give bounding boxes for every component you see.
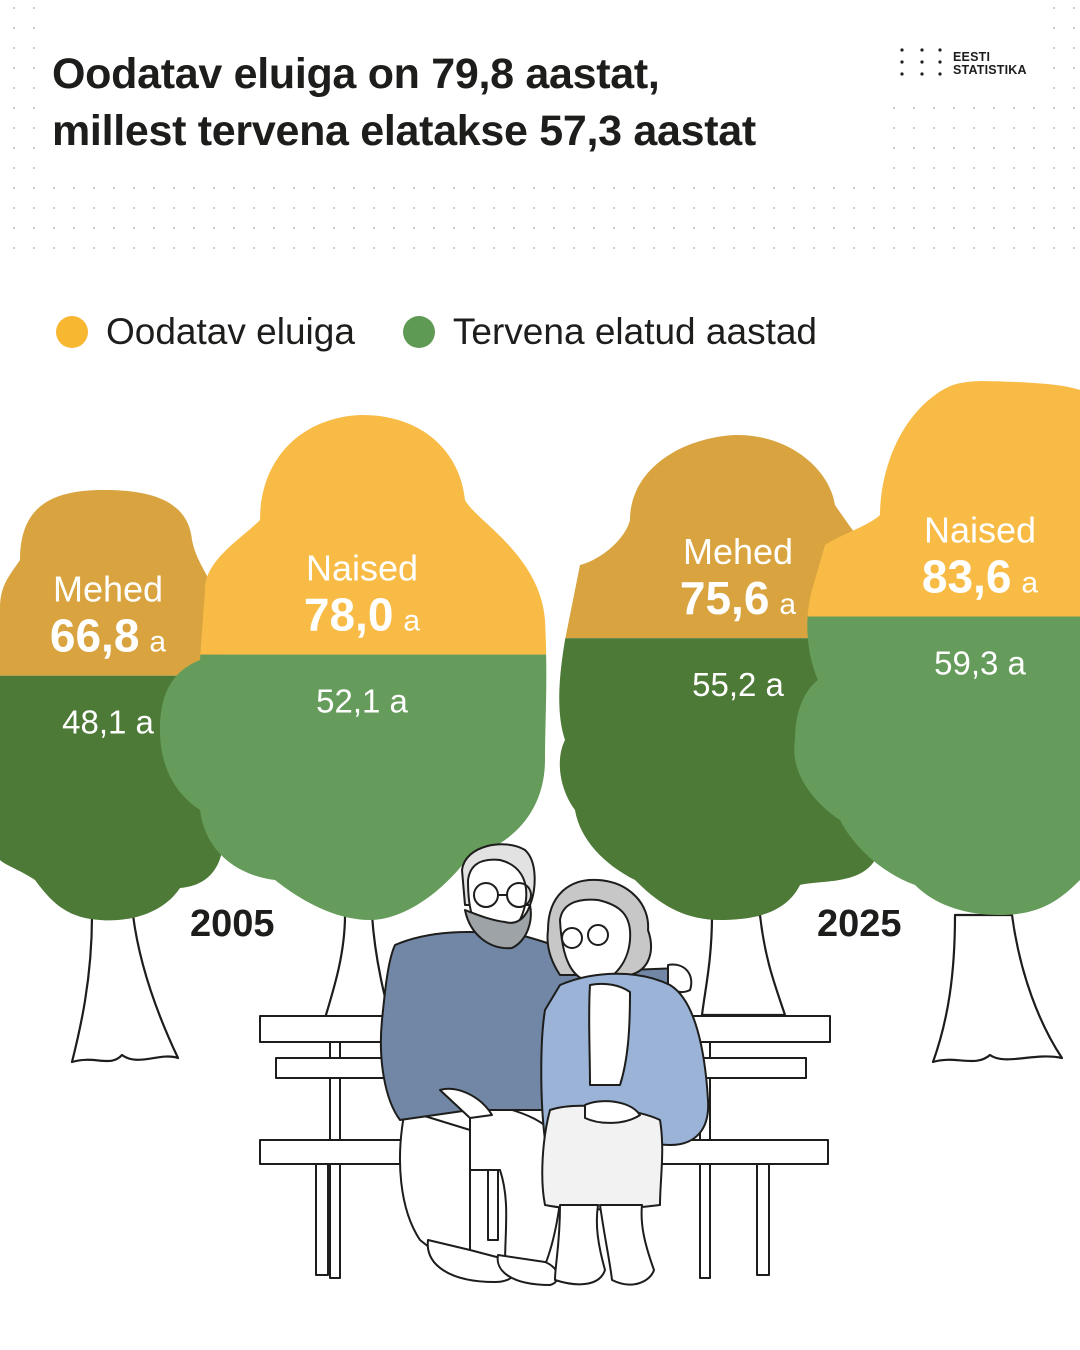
- year-label-2005: 2005: [190, 903, 275, 945]
- tree-trunk: [70, 913, 180, 1064]
- healthy-years-value-men-2005: 48,1 a: [62, 704, 154, 741]
- tree-crown-life-expectancy-men-2005: [0, 490, 224, 676]
- legend-swatch-healthy-years: [402, 316, 435, 348]
- dot-grid-background: [13, 7, 1075, 249]
- legend-label-life-expectancy: Oodatav eluiga: [106, 311, 355, 352]
- tree-group-label-women-2005: Naised: [306, 548, 418, 589]
- year-label-2025: 2025: [817, 903, 902, 945]
- title-line-2: millest tervena elatakse 57,3 aastat: [52, 107, 756, 155]
- logo-dots-icon: [900, 48, 942, 76]
- tree-group-label-men-2025: Mehed: [683, 531, 793, 572]
- legend-item-healthy-years: Tervena elatud aastad: [402, 309, 817, 355]
- title-line-1: Oodatav eluiga on 79,8 aastat,: [52, 50, 660, 98]
- page-title: Oodatav eluiga on 79,8 aastat, millest t…: [52, 46, 892, 160]
- life-expectancy-value-women-2025: 83,6 a: [922, 551, 1039, 603]
- healthy-years-value-women-2025: 59,3 a: [934, 645, 1026, 682]
- logo: EESTI STATISTIKA: [953, 51, 1027, 77]
- logo-line-1: EESTI: [953, 50, 991, 64]
- life-expectancy-value-women-2005: 78,0 a: [304, 589, 421, 641]
- legend-swatch-life-expectancy: [56, 316, 88, 348]
- elderly-woman-illustration: [540, 878, 710, 1286]
- life-expectancy-value-men-2025: 75,6 a: [680, 572, 797, 624]
- legend-item-life-expectancy: Oodatav eluiga: [56, 309, 355, 355]
- tree-trunk: [931, 913, 1064, 1064]
- legend-label-healthy-years: Tervena elatud aastad: [452, 311, 817, 352]
- legend: Oodatav eluiga Tervena elatud aastad: [56, 309, 865, 355]
- tree-group-label-men-2005: Mehed: [53, 569, 163, 610]
- logo-line-2: STATISTIKA: [953, 63, 1027, 77]
- healthy-years-value-women-2005: 52,1 a: [316, 683, 408, 720]
- life-expectancy-value-men-2005: 66,8 a: [50, 610, 167, 662]
- healthy-years-value-men-2025: 55,2 a: [692, 666, 784, 703]
- tree-trunk: [700, 913, 787, 1017]
- tree-group-label-women-2025: Naised: [924, 510, 1036, 551]
